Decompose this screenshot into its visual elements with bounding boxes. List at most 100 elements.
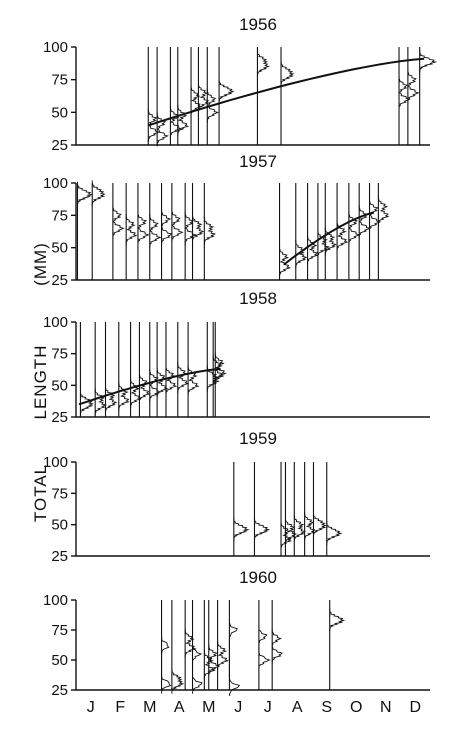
sample — [191, 183, 205, 280]
frequency-polygon — [228, 620, 241, 697]
frequency-polygon — [280, 520, 293, 550]
frequency-polygon — [192, 644, 203, 694]
growth-trend-line — [78, 367, 221, 406]
sample — [419, 47, 438, 145]
month-label: O — [350, 699, 362, 716]
panels: 1956255075100195725507510019582550751001… — [43, 15, 438, 699]
sample — [190, 47, 203, 145]
month-label: M — [202, 699, 215, 716]
frequency-polygon — [156, 367, 169, 398]
month-label: S — [321, 699, 332, 716]
panel-year-label: 1956 — [239, 15, 277, 34]
frequency-polygon — [94, 387, 107, 416]
sample — [284, 462, 298, 556]
sample — [161, 183, 173, 280]
sample — [293, 462, 307, 556]
sample — [358, 183, 372, 280]
month-label: N — [380, 699, 392, 716]
frequency-polygon — [77, 181, 94, 207]
panel-year-label: 1959 — [239, 429, 277, 448]
sample — [278, 183, 292, 280]
frequency-polygon — [161, 208, 173, 246]
growth-trend-line — [283, 211, 375, 266]
sample — [203, 183, 217, 280]
frequency-polygon — [118, 381, 130, 411]
month-label: A — [174, 699, 185, 716]
y-tick-label: 25 — [51, 409, 68, 426]
sample — [149, 183, 162, 280]
sample — [233, 462, 250, 556]
frequency-polygon — [137, 211, 150, 246]
frequency-polygon — [398, 75, 411, 110]
frequency-polygon — [279, 246, 292, 278]
frequency-polygon — [105, 385, 118, 414]
month-label: J — [234, 699, 242, 716]
frequency-polygon — [329, 608, 346, 632]
frequency-polygon — [192, 214, 205, 243]
frequency-polygon — [184, 211, 197, 246]
month-label: D — [409, 699, 421, 716]
frequency-polygon — [336, 220, 349, 252]
y-tick-label: 25 — [51, 682, 68, 699]
y-tick-label: 50 — [51, 104, 68, 121]
sample — [149, 322, 162, 417]
panel-year-label: 1958 — [239, 289, 277, 308]
y-axis-label: LENGTH (MM) TOTAL — [31, 242, 50, 522]
frequency-polygon — [149, 368, 162, 402]
frequency-polygon — [217, 640, 230, 670]
sample — [165, 322, 178, 417]
y-tick-label: 50 — [51, 377, 68, 394]
sample — [104, 322, 118, 417]
frequency-polygon — [324, 227, 337, 256]
sample — [203, 600, 216, 690]
panel-1959: 1959 25 50 75 100 — [43, 429, 430, 565]
sample — [253, 462, 271, 556]
frequency-polygon — [293, 514, 307, 543]
sample — [125, 183, 138, 280]
sample — [161, 600, 172, 694]
month-label: M — [143, 699, 156, 716]
frequency-polygon — [149, 214, 162, 248]
frequency-polygon — [184, 628, 197, 658]
y-tick-label: 75 — [51, 207, 68, 224]
sample — [336, 183, 349, 280]
frequency-polygon — [218, 78, 235, 104]
frequency-polygon — [203, 650, 216, 680]
sample — [91, 180, 106, 280]
y-tick-label: 25 — [51, 548, 68, 565]
sample — [271, 600, 283, 690]
growth-trend-line — [147, 57, 425, 127]
sample — [171, 600, 185, 694]
frequency-polygon — [256, 49, 270, 78]
frequency-polygon — [407, 69, 420, 104]
frequency-polygon — [377, 195, 390, 226]
sample — [187, 322, 200, 417]
y-tick-label: 75 — [51, 72, 68, 89]
sample — [280, 47, 295, 145]
frequency-polygon — [156, 112, 169, 147]
y-tick-label: 100 — [43, 314, 68, 331]
frequency-polygon — [233, 517, 250, 541]
ylabel-word-1: LENGTH — [31, 345, 50, 420]
sample — [76, 181, 94, 280]
frequency-polygon — [79, 390, 94, 416]
panel-1956: 1956 25 50 75 100 — [43, 15, 438, 154]
sample — [312, 462, 327, 556]
sample — [304, 462, 316, 556]
sample — [112, 183, 125, 280]
frequency-polygon — [419, 49, 438, 74]
frequency-polygon — [187, 365, 200, 396]
frequency-polygon — [326, 520, 343, 545]
sample — [407, 47, 420, 145]
y-tick-label: 100 — [43, 454, 68, 471]
sample — [197, 47, 210, 145]
month-label: J — [87, 699, 95, 716]
frequency-polygon — [171, 208, 184, 243]
frequency-polygon — [313, 512, 327, 538]
sample — [217, 600, 230, 690]
frequency-polygon — [169, 105, 183, 139]
month-label: A — [292, 699, 303, 716]
frequency-polygon — [280, 60, 295, 87]
sample — [317, 183, 330, 280]
